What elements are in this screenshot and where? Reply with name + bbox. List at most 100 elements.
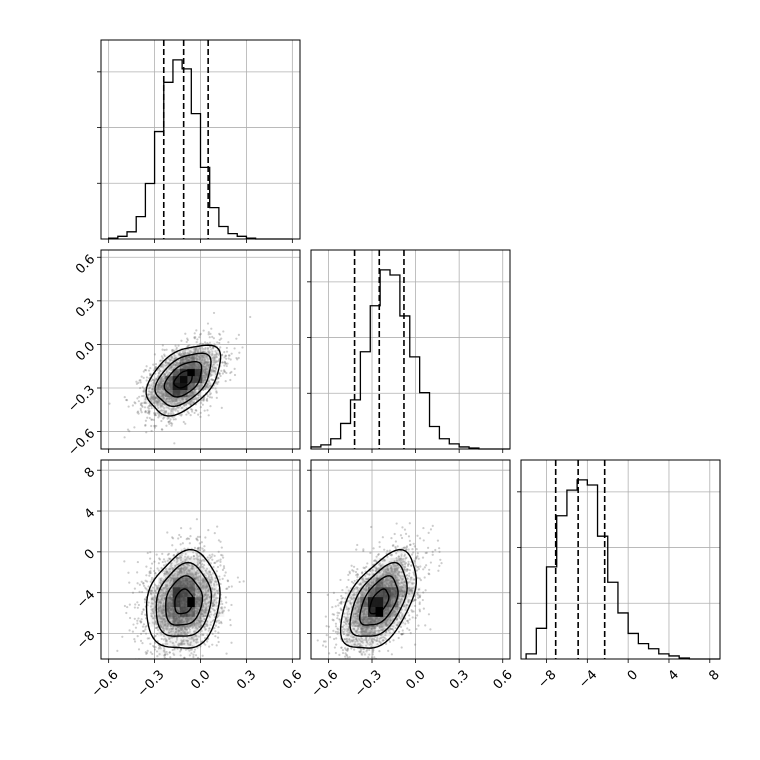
scatter-point <box>168 628 171 631</box>
scatter-point <box>167 572 170 575</box>
scatter-point <box>165 626 169 629</box>
scatter-point <box>178 555 182 558</box>
scatter-point <box>180 407 183 410</box>
scatter-point <box>163 596 166 600</box>
density-cell <box>143 396 151 404</box>
scatter-point <box>170 365 173 369</box>
scatter-point <box>161 394 164 398</box>
scatter-point <box>213 598 216 602</box>
scatter-point <box>193 411 196 415</box>
scatter-point <box>207 351 210 354</box>
scatter-point <box>188 352 191 355</box>
scatter-point <box>150 598 154 601</box>
scatter-point <box>150 418 153 421</box>
scatter-point <box>194 626 197 630</box>
scatter-point <box>169 367 173 370</box>
scatter-point <box>195 585 198 588</box>
scatter-point <box>159 617 162 620</box>
scatter-point <box>200 401 203 404</box>
scatter-point <box>150 388 154 391</box>
scatter-point <box>198 384 201 387</box>
scatter-point <box>205 608 208 612</box>
scatter-point <box>165 406 168 409</box>
scatter-point <box>183 555 187 558</box>
scatter-point <box>193 337 196 340</box>
scatter-point <box>187 569 190 572</box>
scatter-point <box>182 397 185 401</box>
scatter-point <box>201 559 204 562</box>
scatter-point <box>157 647 160 650</box>
scatter-point <box>195 552 198 555</box>
scatter-point <box>173 648 176 651</box>
scatter-point <box>221 372 224 375</box>
scatter-point <box>204 569 208 572</box>
scatter-point <box>178 398 181 401</box>
scatter-point <box>175 362 178 365</box>
scatter-point <box>156 390 159 393</box>
scatter-point <box>156 626 159 629</box>
scatter-point <box>153 413 156 416</box>
scatter-point <box>184 632 187 635</box>
scatter-point <box>211 572 215 575</box>
scatter-point <box>141 405 144 408</box>
scatter-point <box>207 593 210 596</box>
scatter-point <box>148 404 152 407</box>
scatter-point <box>198 354 201 357</box>
scatter-point <box>210 396 214 399</box>
scatter-point <box>179 627 182 630</box>
scatter-point <box>131 591 135 594</box>
scatter-point <box>167 420 170 423</box>
scatter-point <box>189 403 192 406</box>
scatter-point <box>205 361 208 364</box>
scatter-point <box>194 572 197 576</box>
scatter-point <box>190 636 193 640</box>
scatter-point <box>173 402 176 405</box>
scatter-point <box>177 556 180 559</box>
scatter-point <box>196 563 199 567</box>
scatter-point <box>164 583 167 587</box>
scatter-point <box>184 422 187 425</box>
scatter-point <box>156 604 159 607</box>
scatter-point <box>125 398 128 402</box>
scatter-point <box>178 643 181 646</box>
density-cell <box>179 347 188 356</box>
scatter-point <box>142 394 145 398</box>
scatter-point <box>165 364 168 367</box>
scatter-point <box>199 546 202 549</box>
scatter-point <box>203 366 206 369</box>
scatter-point <box>178 351 181 354</box>
scatter-point <box>207 365 210 368</box>
marginal-panel-2 <box>517 459 721 663</box>
scatter-point <box>196 637 199 640</box>
density-cell <box>194 382 203 391</box>
scatter-point <box>198 386 201 389</box>
scatter-point <box>201 578 204 581</box>
scatter-point <box>167 368 170 371</box>
scatter-point <box>220 622 223 625</box>
scatter-point <box>189 414 192 417</box>
scatter-point <box>150 391 153 394</box>
scatter-point <box>192 653 195 656</box>
scatter-point <box>180 561 183 565</box>
scatter-point <box>168 367 171 370</box>
scatter-point <box>202 355 205 359</box>
scatter-point <box>194 666 196 668</box>
scatter-point <box>209 374 212 377</box>
scatter-point <box>182 560 185 563</box>
scatter-point <box>165 570 168 573</box>
scatter-point <box>168 576 171 579</box>
scatter-point <box>172 398 175 401</box>
scatter-point <box>178 627 182 630</box>
scatter-point <box>199 617 202 620</box>
scatter-point <box>180 642 183 645</box>
scatter-point <box>216 377 219 380</box>
scatter-point <box>199 617 202 620</box>
scatter-point <box>192 551 195 554</box>
scatter-point <box>160 591 163 594</box>
scatter-point <box>202 586 205 589</box>
scatter-point <box>206 395 210 398</box>
scatter-point <box>162 394 165 397</box>
scatter-point <box>193 630 196 633</box>
scatter-point <box>162 625 165 628</box>
scatter-point <box>172 642 175 645</box>
